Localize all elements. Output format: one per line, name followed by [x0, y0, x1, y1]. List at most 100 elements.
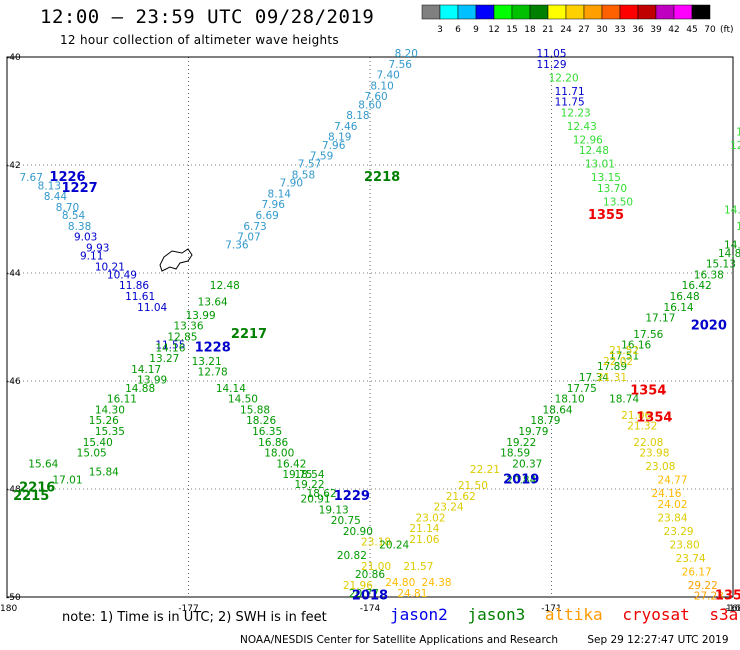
- wave-height-label: 7.57: [298, 159, 321, 171]
- wave-height-label: 20.82: [337, 550, 367, 562]
- wave-height-label: 12.86: [736, 126, 740, 138]
- wave-height-label: 20.24: [379, 539, 409, 551]
- credit-org: NOAA/NESDIS Center for Satellite Applica…: [240, 634, 558, 646]
- wave-height-label: 21.62: [446, 491, 476, 503]
- wave-height-label: 13.64: [198, 296, 228, 308]
- pass-time-label: 1226: [49, 170, 85, 185]
- wave-height-label: 22.02: [603, 356, 633, 368]
- wave-height-label: 8.13: [38, 180, 61, 192]
- y-tick-label: -48: [6, 485, 21, 495]
- wave-height-label: 10.49: [107, 269, 137, 281]
- wave-height-label: 19.22: [294, 479, 324, 491]
- legend-altika: altika: [544, 605, 603, 624]
- wave-height-label: 15.88: [240, 404, 270, 416]
- wave-height-label: 21.14: [409, 523, 439, 535]
- wave-height-label: 20.77: [349, 588, 379, 600]
- wave-height-label: 24.02: [657, 499, 687, 511]
- legend-jason2: jason2: [390, 605, 448, 624]
- wave-height-label: 24.38: [422, 577, 452, 589]
- wave-height-label: 7.46: [334, 121, 358, 133]
- pass-time-label: 1228: [195, 340, 231, 355]
- wave-height-label: 8.19: [328, 132, 351, 144]
- pass-time-label: 2216: [19, 481, 55, 496]
- wave-height-label: 15.26: [89, 415, 119, 427]
- wave-height-label: 23.80: [670, 539, 700, 551]
- wave-height-label: 14.17: [131, 364, 161, 376]
- wave-height-label: 20.37: [512, 458, 542, 470]
- wave-height-label: 23.08: [645, 461, 675, 473]
- wave-height-label: 9.03: [74, 232, 97, 244]
- wave-height-label: 19.22: [506, 437, 536, 449]
- wave-height-label: 24.77: [657, 475, 687, 487]
- wave-height-label: 12.20: [549, 72, 579, 84]
- wave-height-label: 18.64: [543, 404, 573, 416]
- wave-height-label: 22.21: [470, 464, 500, 476]
- wave-height-label: 8.14: [268, 188, 292, 200]
- wave-height-label: 7.67: [20, 172, 43, 184]
- chart-title: 12:00 — 23:59 UTC 09/28/2019: [40, 6, 375, 28]
- wave-height-label: 9.93: [86, 242, 109, 254]
- wave-height-label: 14.16: [155, 342, 185, 354]
- wave-height-label: 24.16: [651, 488, 681, 500]
- wave-height-label: 8.58: [292, 170, 315, 182]
- wave-height-label: 11.55: [155, 340, 185, 352]
- wave-height-label: 15.84: [89, 467, 119, 479]
- wave-height-label: 23.18: [361, 537, 391, 549]
- wave-height-label: 15.40: [83, 437, 113, 449]
- legend-cryosat: cryosat: [622, 605, 690, 624]
- wave-height-label: 20.86: [355, 569, 385, 581]
- wave-height-label: 7.96: [322, 140, 346, 152]
- wave-height-label: 11.86: [119, 280, 149, 292]
- x-tick-label: -16: [726, 604, 740, 614]
- wave-height-label: 17.34: [579, 372, 609, 384]
- x-tick-label: -168: [723, 604, 740, 614]
- pass-time-label: 1229: [334, 489, 370, 504]
- wave-height-label: 16.16: [621, 340, 651, 352]
- wave-height-label: 23.84: [657, 512, 687, 524]
- wave-height-label: 21.00: [361, 561, 391, 573]
- wave-height-label: 14.87: [718, 248, 740, 260]
- wave-height-label: 16.42: [682, 280, 712, 292]
- wave-height-label: 16.35: [252, 426, 282, 438]
- pass-time-label: 2218: [364, 170, 400, 185]
- wave-height-label: 12.23: [561, 107, 591, 119]
- wave-height-label: 17.75: [567, 383, 597, 395]
- wave-height-label: 13.99: [186, 310, 216, 322]
- credit-time: Sep 29 12:27:47 UTC 2019: [587, 634, 729, 646]
- wave-height-label: 19.13: [319, 504, 349, 516]
- wave-height-label: 12.48: [210, 280, 240, 292]
- pass-time-label: 2018: [352, 589, 388, 604]
- wave-height-label: 7.96: [262, 199, 286, 211]
- legend-s3a: s3a: [709, 605, 739, 624]
- wave-height-label: 18.26: [246, 415, 276, 427]
- wave-height-label: 14.14: [216, 383, 246, 395]
- wave-height-label: 14.30: [95, 404, 125, 416]
- x-tick-label: -171: [541, 604, 561, 614]
- wave-height-label: 16.48: [670, 291, 700, 303]
- wave-height-label: 18.62: [307, 488, 337, 500]
- wave-height-label: 21.31: [597, 372, 627, 384]
- wave-height-label: 8.44: [44, 191, 68, 203]
- wave-height-label: 8.10: [370, 80, 393, 92]
- wave-height-label: 17.56: [633, 329, 663, 341]
- wave-height-label: 12.43: [567, 121, 597, 133]
- wave-height-label: 13.27: [149, 353, 179, 365]
- wave-height-label: 7.36: [225, 240, 249, 252]
- x-tick-label: -180: [0, 604, 17, 614]
- footnote: note: 1) Time is in UTC; 2) SWH is in fe…: [62, 610, 327, 625]
- wave-height-label: 8.54: [62, 210, 86, 222]
- satellite-legend: jason2 jason3 altika cryosat s3a: [390, 605, 740, 624]
- wave-height-label: 11.04: [137, 302, 167, 314]
- wave-height-label: 7.90: [280, 178, 303, 190]
- wave-height-label: 17.01: [52, 475, 82, 487]
- wave-height-label: 16.42: [276, 458, 306, 470]
- wave-height-label: 7.07: [237, 232, 260, 244]
- x-tick-label: -174: [360, 604, 381, 614]
- pass-time-label: 1353: [715, 589, 740, 604]
- wave-height-label: 8.60: [358, 99, 381, 111]
- chart-subtitle: 12 hour collection of altimeter wave hei…: [60, 33, 339, 47]
- x-tick-label: -177: [178, 604, 198, 614]
- pass-time-label: 1355: [588, 208, 624, 223]
- wave-height-label: 21.52: [609, 345, 639, 357]
- wave-height-label: 21.96: [343, 580, 373, 592]
